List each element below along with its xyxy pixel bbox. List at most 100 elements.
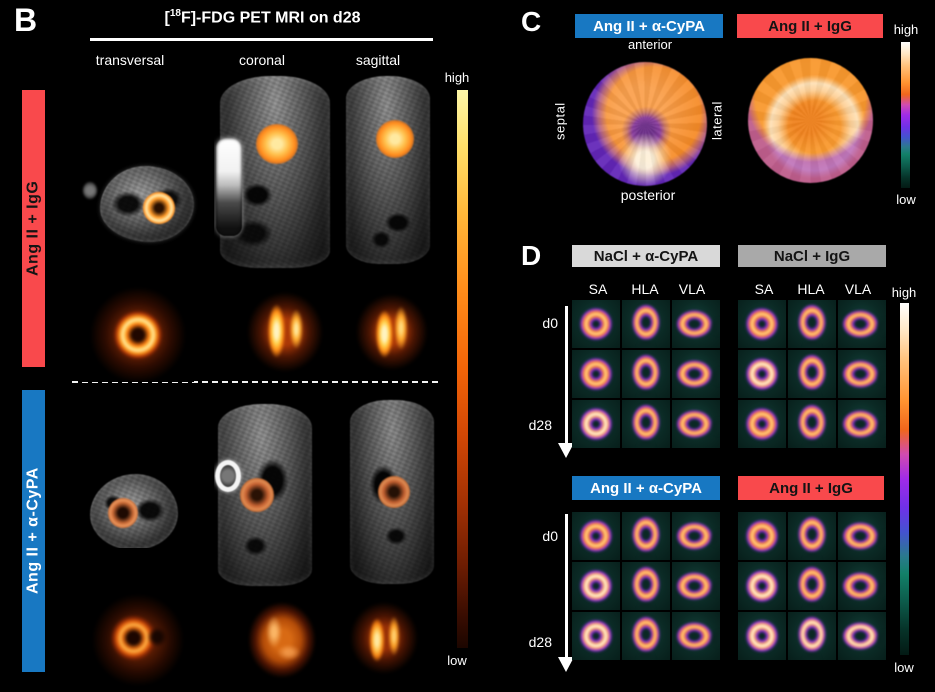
spect-shape — [572, 350, 620, 398]
spect-cell-vla — [838, 400, 886, 448]
spect-cell-sa — [572, 400, 620, 448]
petmri-sagittal-igg — [338, 74, 442, 266]
spect-cell-vla — [672, 400, 720, 448]
spect-cell-sa — [572, 562, 620, 610]
colorbar-high-label: high — [444, 70, 470, 85]
spect-shape — [622, 350, 670, 398]
pet-c-ring — [82, 588, 194, 688]
spect-shape — [838, 512, 886, 560]
pet-only-transversal-acypa — [82, 588, 194, 688]
spect-shape — [672, 562, 720, 610]
petmri-transversal-igg — [78, 112, 224, 274]
pet-only-coronal-acypa — [234, 588, 334, 692]
spect-cell-hla — [622, 300, 670, 348]
spect-cell-sa — [572, 612, 620, 660]
spect-shape — [622, 400, 670, 448]
spect-cell-hla — [788, 400, 836, 448]
spect-shape — [572, 562, 620, 610]
panel-d-letter: D — [521, 240, 542, 271]
spect-shape — [788, 612, 836, 660]
title-pre: [ — [164, 9, 170, 27]
mri-bright-tube — [216, 138, 242, 236]
col-label-vla: VLA — [678, 281, 706, 297]
group-bar-label: Ang II + IgG — [24, 180, 42, 277]
spect-shape — [738, 350, 786, 398]
spect-grid-nacl-acypa — [572, 300, 720, 448]
title-underline — [90, 38, 433, 41]
spect-shape — [672, 612, 720, 660]
spect-cell-sa — [738, 612, 786, 660]
spect-cell-hla — [622, 400, 670, 448]
petmri-transversal-acypa — [80, 418, 204, 548]
row-label-d28: d28 — [528, 634, 552, 650]
spect-cell-vla — [672, 612, 720, 660]
axis-columns-right: SA HLA VLA — [736, 281, 886, 297]
spect-cell-sa — [738, 512, 786, 560]
spect-shape — [788, 350, 836, 398]
pet-only-sagittal-igg — [344, 283, 436, 381]
pet-hot-colorbar — [457, 90, 468, 648]
spect-cell-sa — [738, 300, 786, 348]
pet-only-transversal-igg — [82, 284, 194, 382]
title-post: F]-FDG PET MRI on d28 — [180, 9, 361, 27]
colorbar-low-label: low — [447, 653, 467, 668]
spect-cell-vla — [672, 300, 720, 348]
polar-label-septal: septal — [552, 102, 568, 140]
spect-cell-sa — [572, 512, 620, 560]
pet-lobes — [334, 588, 434, 688]
spect-shape — [572, 400, 620, 448]
spect-cell-hla — [622, 612, 670, 660]
spect-shape — [788, 400, 836, 448]
pet-diffuse-blob — [234, 588, 334, 692]
spect-cell-sa — [572, 300, 620, 348]
polar-label-posterior: posterior — [620, 187, 676, 203]
spect-grid-angii-igg — [738, 512, 886, 660]
column-label-sagittal: sagittal — [355, 52, 401, 68]
spect-cell-vla — [838, 562, 886, 610]
header-nacl-acypa: NaCl + α-CyPA — [572, 245, 720, 267]
col-label-sa: SA — [588, 281, 608, 297]
spect-shape — [622, 612, 670, 660]
spect-grid-nacl-igg — [738, 300, 886, 448]
row-label-d0: d0 — [542, 315, 558, 331]
spect-shape — [738, 512, 786, 560]
spect-cell-vla — [672, 512, 720, 560]
pet-heart-signal — [378, 476, 410, 508]
spect-cell-vla — [838, 512, 886, 560]
panel-c-letter: C — [521, 6, 542, 37]
spect-cell-sa — [738, 400, 786, 448]
spect-cell-hla — [788, 562, 836, 610]
spect-shape — [738, 612, 786, 660]
colorbar-low-label: low — [894, 660, 914, 675]
mri-body-sagittal — [346, 76, 430, 264]
mri-ring-structure — [215, 460, 241, 492]
spect-shape — [788, 562, 836, 610]
spect-shape — [838, 612, 886, 660]
group-bar-label: Ang II + α-CyPA — [24, 467, 42, 595]
header-nacl-igg: NaCl + IgG — [738, 245, 886, 267]
pet-heart-signal — [143, 192, 175, 224]
spect-shape — [738, 562, 786, 610]
pet-only-sagittal-acypa — [334, 588, 434, 688]
spect-shape — [572, 300, 620, 348]
timeline-arrow-down-icon — [558, 306, 574, 458]
group-bar-angii-igg: Ang II + IgG — [22, 90, 45, 367]
spect-shape — [672, 400, 720, 448]
spect-shape — [572, 512, 620, 560]
colorbar-high-label: high — [891, 285, 917, 300]
header-angii-igg: Ang II + IgG — [737, 14, 883, 38]
axis-columns-left: SA HLA VLA — [570, 281, 720, 297]
col-label-hla: HLA — [797, 281, 825, 297]
spect-cell-vla — [838, 612, 886, 660]
spect-grid-angii-acypa — [572, 512, 720, 660]
header-angii-acypa: Ang II + α-CyPA — [575, 14, 723, 38]
spect-cell-vla — [672, 562, 720, 610]
row-label-d28: d28 — [528, 417, 552, 433]
spect-shape — [572, 612, 620, 660]
pet-lobes — [238, 283, 332, 381]
header-angii-igg: Ang II + IgG — [738, 476, 884, 500]
header-angii-acypa: Ang II + α-CyPA — [572, 476, 720, 500]
petmri-sagittal-acypa — [342, 396, 442, 588]
title-superscript: 18 — [169, 8, 181, 19]
